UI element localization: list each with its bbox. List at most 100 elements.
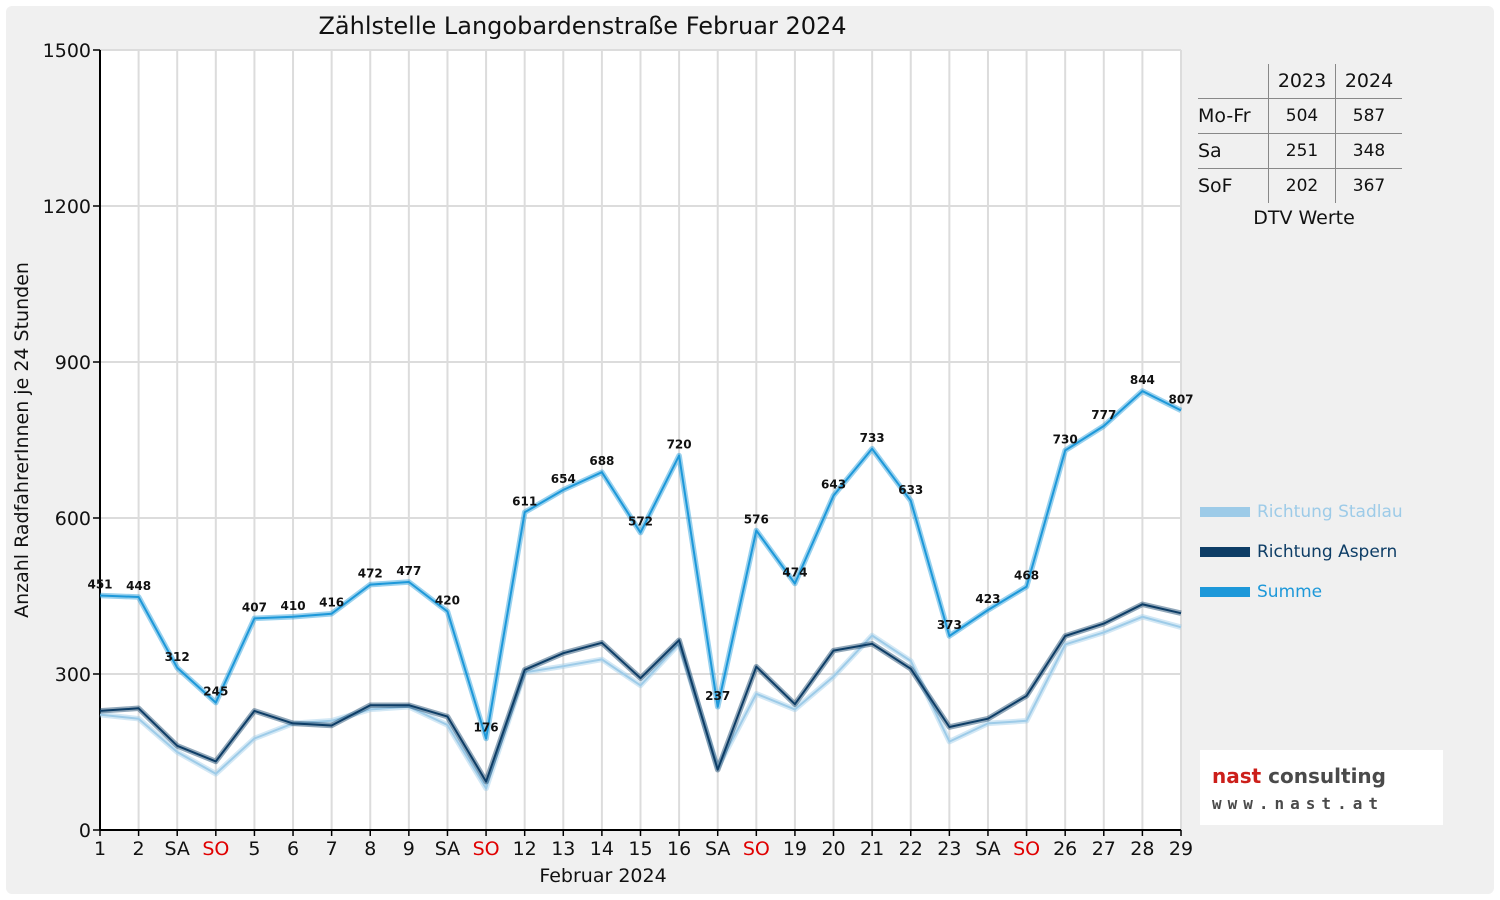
x-tick-label: SO: [1013, 838, 1040, 860]
y-axis-label: Anzahl RadfahrerInnen je 24 Stunden: [11, 262, 33, 618]
x-tick-label: 8: [364, 838, 376, 860]
x-tick-label: 7: [326, 838, 338, 860]
legend-swatch: [1200, 547, 1250, 557]
x-tick-label: SA: [435, 838, 460, 860]
x-tick-label: 1: [94, 838, 106, 860]
x-tick-label: 16: [667, 838, 691, 860]
logo-url: www.nast.at: [1212, 794, 1384, 813]
x-tick-label: SO: [473, 838, 500, 860]
data-label: 312: [165, 650, 190, 664]
x-tick-label: 21: [860, 838, 884, 860]
legend: Richtung Stadlau Richtung Aspern Summe: [1200, 492, 1403, 612]
dtv-row-label: SoF: [1198, 175, 1233, 197]
x-tick-label: 2: [133, 838, 145, 860]
x-tick-label: 20: [821, 838, 845, 860]
data-label: 720: [667, 438, 692, 452]
dtv-cell: 202: [1268, 168, 1336, 203]
x-tick-label: 28: [1130, 838, 1154, 860]
data-label: 807: [1168, 392, 1193, 406]
x-tick-label: 15: [628, 838, 652, 860]
y-tick-label: 1500: [43, 40, 91, 62]
legend-label: Richtung Stadlau: [1257, 502, 1403, 522]
x-tick-label: 26: [1053, 838, 1077, 860]
data-label: 407: [242, 600, 267, 614]
x-tick-label: 29: [1169, 838, 1193, 860]
dtv-row-label: Mo-Fr: [1198, 98, 1269, 134]
dtv-cell: 348: [1335, 133, 1402, 169]
data-label: 477: [396, 564, 421, 578]
data-label: 688: [589, 454, 614, 468]
grid: [100, 49, 1182, 830]
x-tick-label: SA: [165, 838, 190, 860]
data-labels: 451 448 312 245 407 410 416 472 477 420 176 611 654 6…: [87, 373, 1193, 734]
data-label: 410: [281, 599, 306, 613]
x-tick-label: SA: [705, 838, 730, 860]
y-tick-label: 0: [79, 820, 91, 842]
legend-item-stadlau: Richtung Stadlau: [1200, 492, 1403, 532]
data-label: 474: [782, 566, 807, 580]
data-label: 176: [474, 720, 499, 734]
x-tick-label: SO: [743, 838, 770, 860]
legend-swatch: [1200, 507, 1250, 517]
y-tick-label: 300: [55, 664, 91, 686]
data-label: 423: [975, 592, 1000, 606]
dtv-row-label: Sa: [1198, 133, 1269, 169]
x-tick-label: 23: [937, 838, 961, 860]
legend-item-aspern: Richtung Aspern: [1200, 532, 1403, 572]
data-label: 448: [126, 579, 151, 593]
series-line-aspern: [99, 603, 1182, 783]
data-label: 654: [551, 472, 576, 486]
x-tick-label: 5: [248, 838, 260, 860]
dtv-table: 2023 2024 Mo-Fr 504 587 Sa 251 348 SoF 2…: [1198, 64, 1410, 229]
x-axis-label: Februar 2024: [539, 865, 666, 887]
legend-label: Summe: [1257, 582, 1323, 602]
series-line-stadlau: [99, 615, 1182, 790]
data-label: 472: [358, 567, 383, 581]
data-label: 611: [512, 494, 537, 508]
x-tick-label: 14: [590, 838, 614, 860]
x-tick-label: 22: [899, 838, 923, 860]
dtv-header-2023: 2023: [1268, 64, 1336, 99]
series-lines: [99, 388, 1183, 792]
x-tick-label: 6: [287, 838, 299, 860]
logo-text-consulting: consulting: [1268, 764, 1386, 788]
dtv-cell: 367: [1335, 168, 1402, 203]
data-label: 844: [1130, 373, 1155, 387]
data-label: 730: [1053, 432, 1078, 446]
data-label: 572: [628, 515, 653, 529]
x-tick-label: 13: [551, 838, 575, 860]
y-tick-label: 600: [55, 508, 91, 530]
data-label: 633: [898, 483, 923, 497]
legend-label: Richtung Aspern: [1257, 542, 1398, 562]
dtv-header-2024: 2024: [1335, 64, 1402, 99]
dtv-caption: DTV Werte: [1253, 207, 1355, 229]
chart-title: Zählstelle Langobardenstraße Februar 202…: [318, 12, 847, 40]
data-label: 245: [203, 685, 228, 699]
data-label: 576: [744, 512, 769, 526]
data-label: 237: [705, 689, 730, 703]
data-label: 468: [1014, 569, 1039, 583]
company-logo: nast consulting www.nast.at: [1200, 750, 1443, 825]
y-tick-label: 900: [55, 352, 91, 374]
dtv-cell: 587: [1335, 98, 1402, 134]
data-label: 643: [821, 478, 846, 492]
x-tick-label: 19: [783, 838, 807, 860]
y-tick-label: 1200: [43, 196, 91, 218]
logo-text-nast: nast: [1212, 764, 1262, 788]
data-label: 451: [87, 577, 112, 591]
x-tick-label: 9: [403, 838, 415, 860]
series-line-summe: [99, 390, 1182, 740]
x-tick-label: SA: [975, 838, 1000, 860]
legend-item-summe: Summe: [1200, 572, 1403, 612]
data-label: 373: [937, 618, 962, 632]
x-tick-label: 12: [513, 838, 537, 860]
data-label: 420: [435, 594, 460, 608]
x-tick-label: 27: [1092, 838, 1116, 860]
data-label: 733: [860, 431, 885, 445]
x-tick-label: SO: [202, 838, 229, 860]
data-label: 416: [319, 596, 344, 610]
legend-swatch: [1200, 587, 1250, 597]
dtv-cell: 251: [1268, 133, 1336, 169]
dtv-cell: 504: [1268, 98, 1336, 134]
